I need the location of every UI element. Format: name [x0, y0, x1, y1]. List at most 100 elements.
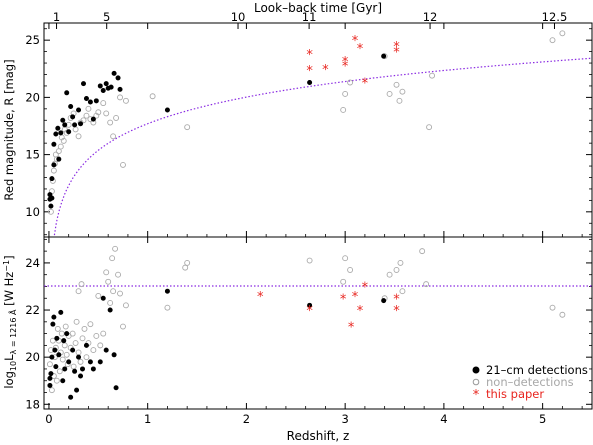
non-detection-point — [78, 281, 85, 288]
detection-point — [87, 99, 93, 105]
non-detection-point — [113, 115, 120, 121]
detection-point — [87, 359, 93, 365]
detection-point — [72, 122, 78, 128]
non-detection-point — [393, 267, 400, 273]
detection-point — [103, 81, 109, 87]
y-tick-label: 24 — [25, 256, 40, 270]
legend-this-paper-marker: * — [473, 388, 480, 403]
detection-point — [117, 86, 123, 92]
non-detection-point — [120, 323, 126, 330]
detection-point — [64, 331, 70, 337]
this-paper-point: * — [306, 48, 313, 63]
non-detection-point — [75, 133, 82, 140]
non-detection-point — [103, 110, 110, 117]
non-detection-point — [182, 264, 189, 271]
detection-point — [103, 347, 109, 353]
non-detection-point — [100, 330, 107, 337]
detection-point — [381, 298, 387, 304]
non-detection-point — [419, 248, 426, 255]
x-tick-label: 4 — [440, 412, 447, 426]
y-tick-label: 20 — [25, 350, 40, 364]
detection-point — [51, 141, 57, 147]
detection-point — [108, 84, 114, 90]
non-detection-point — [340, 278, 347, 285]
non-detection-point — [164, 304, 171, 311]
non-detection-point — [93, 333, 100, 339]
non-detection-point — [342, 255, 349, 262]
y-tick-label: 18 — [25, 397, 40, 411]
detection-point — [164, 107, 170, 113]
detection-point — [49, 354, 55, 360]
detection-point — [381, 53, 387, 59]
non-detection-point — [100, 100, 107, 107]
x-tick-label: 1 — [144, 412, 151, 426]
detection-point — [307, 302, 313, 308]
non-detection-point — [110, 288, 117, 295]
non-detection-point — [53, 377, 60, 384]
non-detection-point — [386, 91, 393, 97]
detection-point — [60, 378, 66, 384]
detection-point — [90, 366, 96, 372]
non-detection-point — [60, 137, 67, 144]
detection-point — [61, 338, 67, 344]
detection-point — [47, 382, 53, 388]
non-detection-point — [399, 288, 406, 295]
detection-point — [66, 359, 72, 365]
non-detection-point — [57, 143, 64, 150]
detection-point — [49, 195, 55, 201]
non-detection-point — [429, 72, 435, 79]
detection-point — [48, 371, 54, 377]
non-detection-point — [120, 161, 126, 168]
non-detection-point — [70, 363, 77, 370]
non-detection-point — [46, 361, 53, 368]
legend-detection-label: 21–cm detections — [486, 363, 588, 377]
y-tick-label: 20 — [25, 90, 40, 104]
detection-point — [100, 88, 106, 94]
detection-point — [107, 307, 113, 313]
this-paper-point: * — [393, 46, 400, 61]
limit-curves-layer — [44, 57, 592, 287]
non-detection-point — [184, 259, 191, 266]
y-tick-label: 10 — [25, 205, 40, 219]
upper-panel-points: ** ******** — [47, 30, 566, 215]
non-detection-point — [48, 387, 55, 394]
non-detection-point — [123, 302, 129, 309]
this-paper-point: * — [340, 292, 347, 307]
legend-this-paper-label: this paper — [486, 387, 544, 401]
non-detection-point — [75, 349, 82, 356]
detection-point — [100, 295, 106, 301]
non-detection-point — [306, 257, 313, 264]
non-detection-point — [72, 126, 79, 133]
non-detection-point — [149, 93, 156, 100]
upper-panel-frame — [43, 22, 593, 238]
top-axis-tick-label: 11 — [302, 10, 317, 24]
y-tick-label: 25 — [25, 33, 40, 47]
legend: 21–cm detections non–detections * this p… — [472, 363, 588, 403]
top-axis-tick-label: 10 — [231, 10, 246, 24]
detection-point — [64, 90, 70, 96]
top-axis-tick-label: 5 — [103, 10, 110, 24]
non-detection-point — [109, 255, 116, 262]
detection-point — [55, 125, 61, 131]
detection-point — [68, 394, 74, 400]
this-paper-point: * — [357, 42, 364, 57]
detection-point — [50, 321, 56, 327]
detection-point — [80, 366, 86, 372]
this-paper-point: * — [342, 55, 349, 70]
non-detection-point — [386, 271, 393, 278]
detection-point — [90, 116, 96, 122]
detection-point — [113, 385, 119, 391]
detection-point — [51, 162, 57, 168]
detection-point — [58, 130, 64, 136]
non-detection-point — [107, 300, 114, 306]
upper-limit-curve — [53, 57, 592, 236]
non-detection-point — [426, 124, 433, 131]
non-detection-point — [393, 81, 400, 88]
lower-y-axis-label: log10Lλ = 1216 Å [W Hz−1] — [2, 255, 18, 388]
detection-point — [60, 117, 66, 123]
this-paper-point: * — [306, 64, 313, 79]
non-detection-point — [95, 109, 102, 116]
non-detection-point — [73, 318, 80, 325]
x-tick-label: 2 — [243, 412, 250, 426]
